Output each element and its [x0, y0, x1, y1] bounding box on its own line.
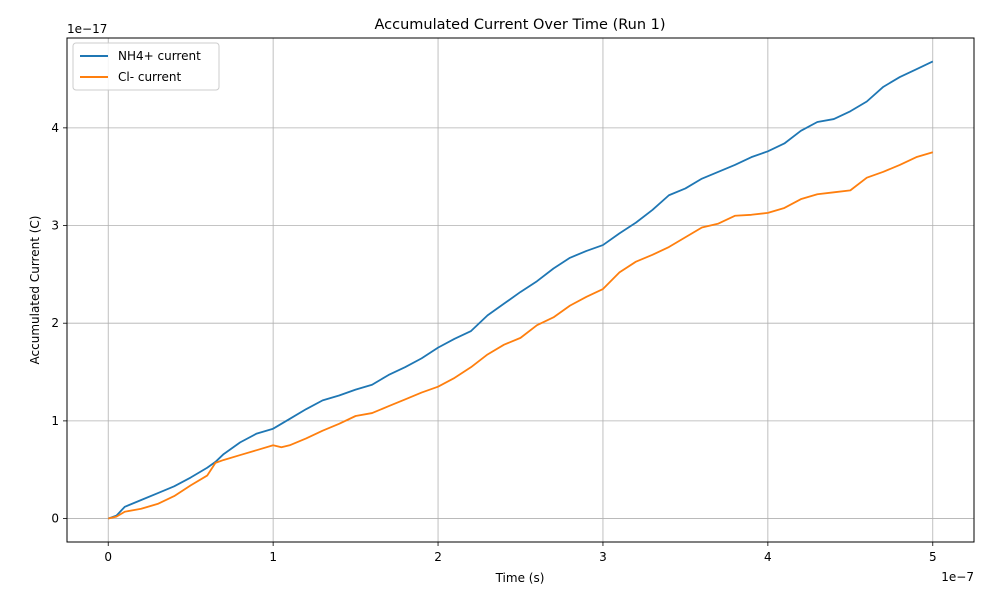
- x-tick-label: 4: [764, 550, 772, 564]
- legend: NH4+ current Cl- current: [72, 42, 220, 91]
- y-tick-label: 1: [51, 414, 59, 428]
- series-line-nh4: [107, 60, 934, 520]
- chart-title: Accumulated Current Over Time (Run 1): [374, 17, 665, 33]
- x-axis-ticks: 0 1 2 3 4 5: [104, 542, 937, 564]
- x-axis-label: Time (s): [495, 571, 545, 585]
- x-offset-label: 1e−7: [941, 570, 974, 584]
- plot-area-frame: [66, 37, 975, 543]
- y-axis-label: Accumulated Current (C): [28, 216, 42, 365]
- x-tick-label: 3: [599, 550, 607, 564]
- y-tick-label: 4: [51, 121, 59, 135]
- x-tick-label: 1: [269, 550, 277, 564]
- legend-label-nh4: NH4+ current: [118, 49, 201, 63]
- x-tick-label: 0: [104, 550, 112, 564]
- grid: [67, 38, 974, 542]
- legend-box: [72, 42, 220, 91]
- series-lines: [107, 60, 934, 520]
- y-tick-label: 0: [51, 512, 59, 526]
- y-axis-ticks: 0 1 2 3 4: [51, 121, 67, 526]
- y-offset-label: 1e−17: [67, 22, 107, 36]
- y-tick-label: 2: [51, 316, 59, 330]
- legend-label-cl: Cl- current: [118, 70, 181, 84]
- y-tick-label: 3: [51, 219, 59, 233]
- x-tick-label: 5: [929, 550, 937, 564]
- series-line-cl: [108, 151, 934, 520]
- x-tick-label: 2: [434, 550, 442, 564]
